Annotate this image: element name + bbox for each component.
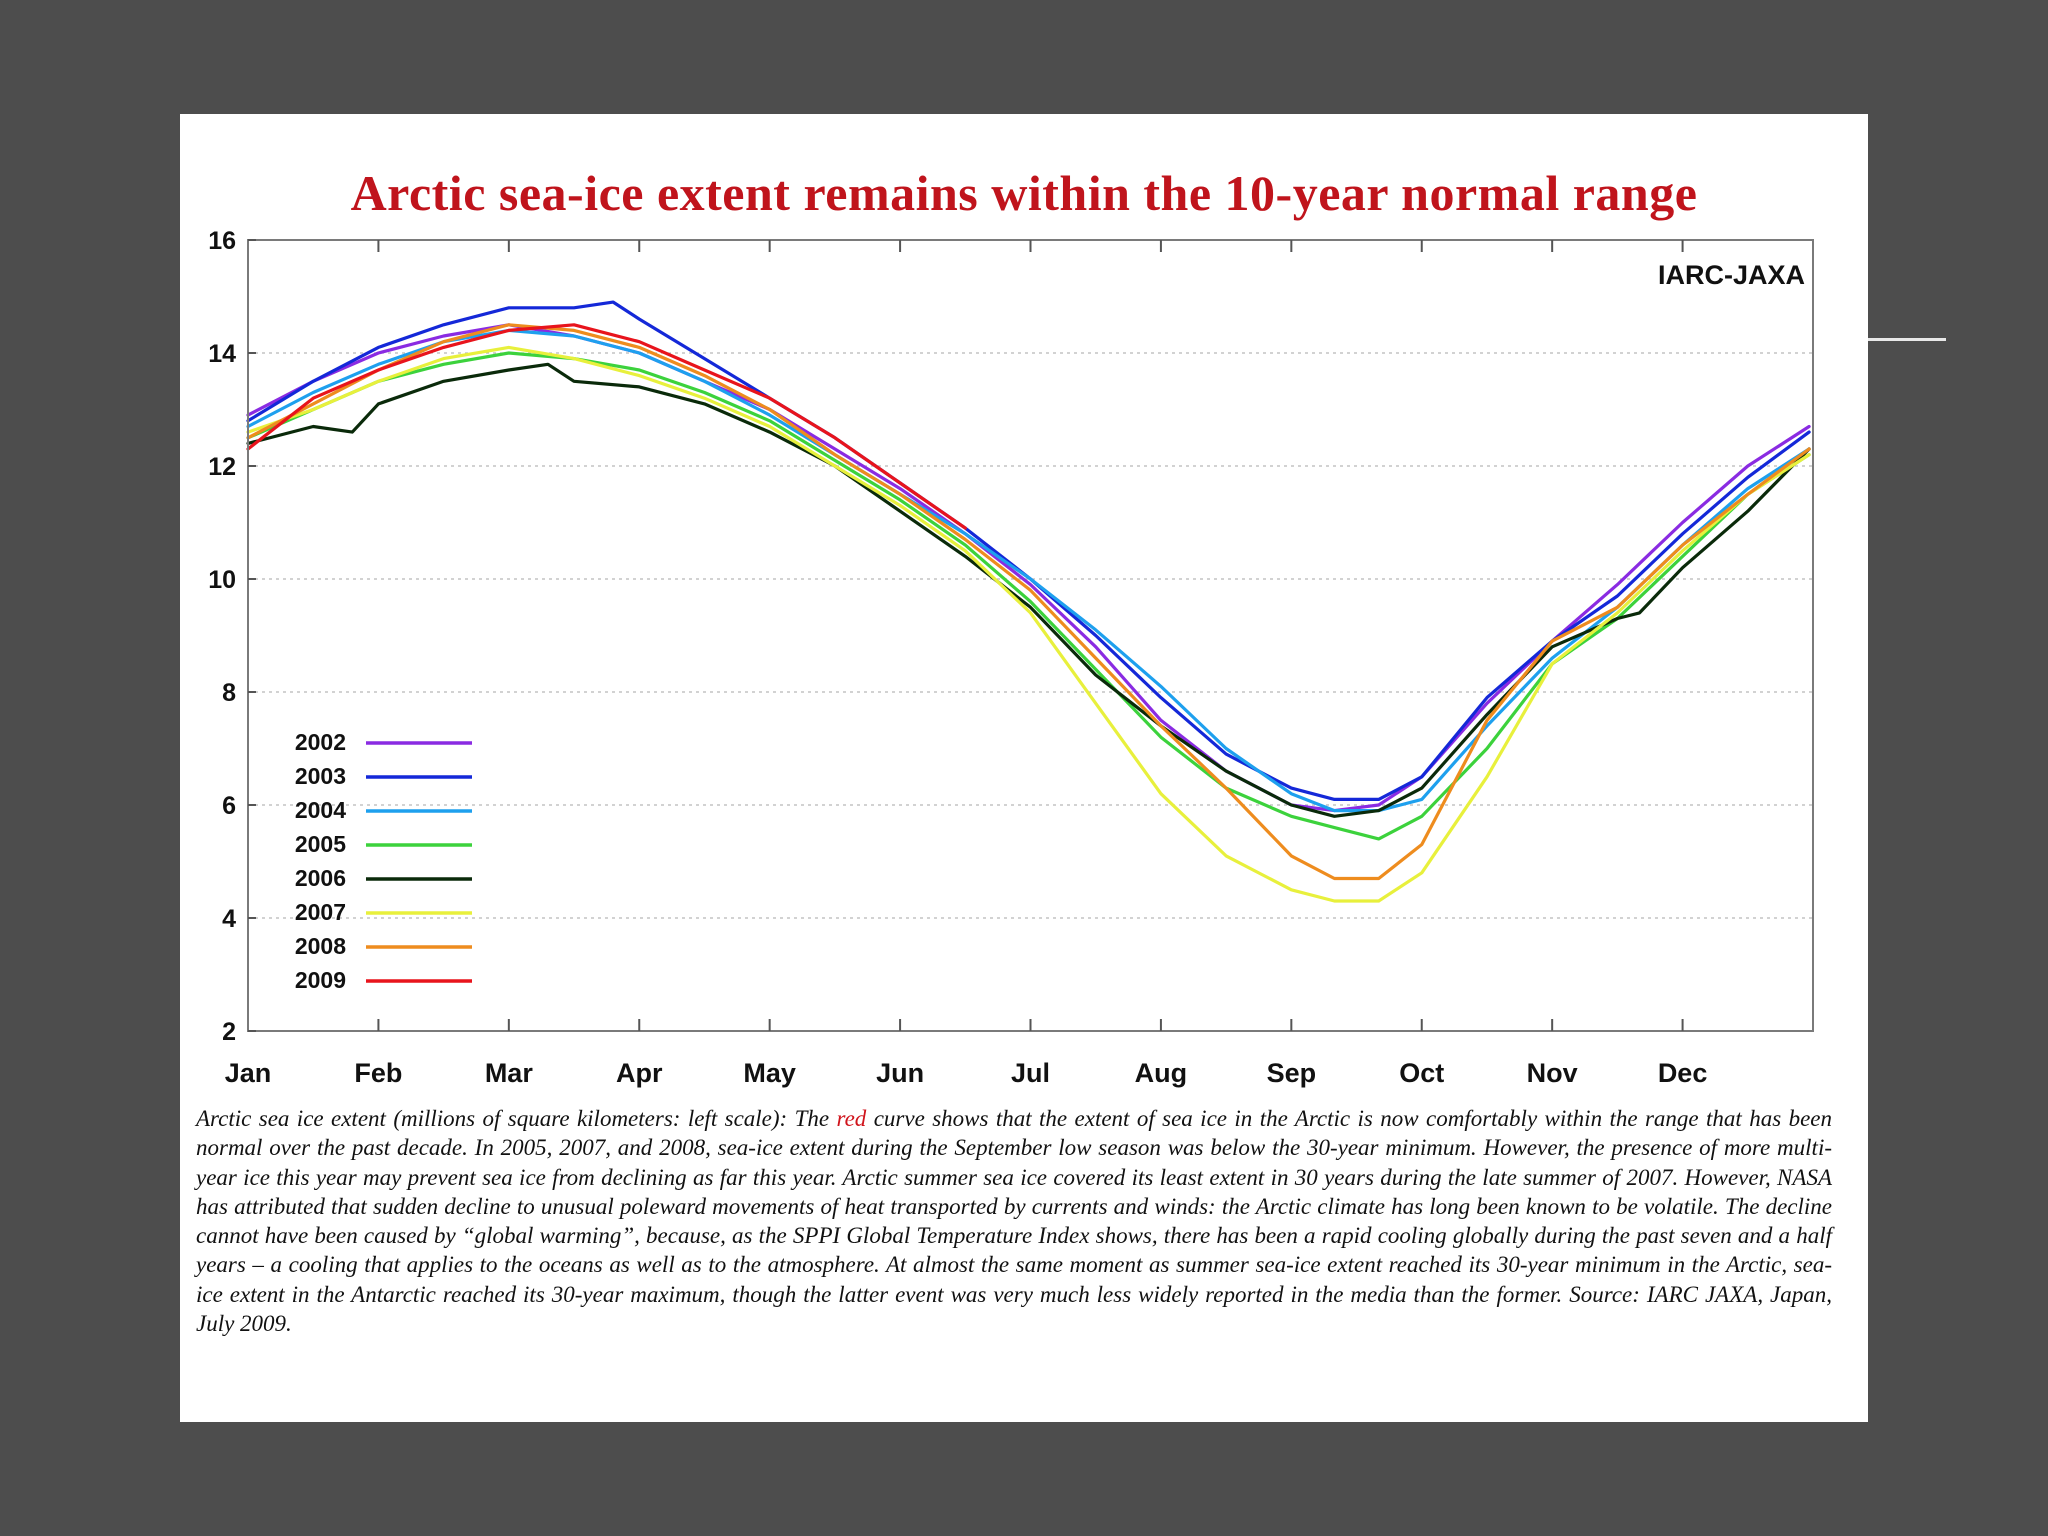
series-line-2006 [246, 362, 1811, 818]
x-tick-label: Feb [354, 1058, 402, 1088]
x-tick-label: Oct [1399, 1058, 1444, 1088]
legend-label-2006: 2006 [295, 865, 346, 891]
series-line-2008 [246, 323, 1811, 881]
x-tick-label: Jan [225, 1058, 272, 1088]
caption: Arctic sea ice extent (millions of squar… [196, 1104, 1832, 1338]
x-tick-label: Jun [876, 1058, 924, 1088]
legend: 2002 2003 2004 2005 2006 2007 2008 2009 [295, 729, 472, 993]
sea-ice-chart: 2 4 6 8 10 12 14 16 Jan Feb Mar Apr May Jun Jul Aug Sep O… [208, 227, 1814, 1088]
legend-label-2007: 2007 [295, 899, 346, 925]
series-line-2003 [246, 300, 1811, 801]
caption-part1: Arctic sea ice extent (millions of squar… [196, 1106, 837, 1131]
series-line-2007 [246, 345, 1811, 903]
y-tick-label: 6 [222, 792, 236, 820]
y-tick-label: 4 [222, 905, 236, 933]
x-tick-label: Nov [1527, 1058, 1578, 1088]
legend-label-2003: 2003 [295, 763, 346, 789]
caption-part2: curve shows that the extent of sea ice i… [196, 1106, 1832, 1337]
series-line-2009 [246, 323, 967, 530]
decorative-line [1868, 338, 1946, 341]
y-tick-label: 14 [208, 340, 236, 368]
y-tick-label: 10 [208, 566, 236, 594]
x-tick-label: Jul [1011, 1058, 1050, 1088]
series-line-2004 [246, 328, 1811, 813]
y-tick-label: 8 [222, 679, 236, 707]
slide: Arctic sea-ice extent remains within the… [180, 114, 1868, 1422]
source-label: IARC-JAXA [1658, 260, 1805, 290]
x-tick-label: Apr [616, 1058, 663, 1088]
legend-label-2009: 2009 [295, 967, 346, 993]
x-tick-label: Aug [1135, 1058, 1187, 1088]
chart-title: Arctic sea-ice extent remains within the… [350, 165, 1698, 221]
y-tick-label: 12 [208, 453, 236, 481]
x-tick-label: Dec [1658, 1058, 1708, 1088]
legend-label-2008: 2008 [295, 933, 346, 959]
x-tick-label: Sep [1267, 1058, 1317, 1088]
series-line-2002 [246, 323, 1811, 813]
series-line-2005 [246, 351, 1811, 841]
caption-highlight: red [836, 1106, 867, 1131]
legend-label-2002: 2002 [295, 729, 346, 755]
y-tick-label: 2 [222, 1018, 236, 1046]
legend-label-2005: 2005 [295, 831, 346, 857]
x-tick-label: May [743, 1058, 796, 1088]
y-tick-label: 16 [208, 227, 236, 255]
x-tick-label: Mar [485, 1058, 534, 1088]
legend-label-2004: 2004 [295, 797, 346, 823]
